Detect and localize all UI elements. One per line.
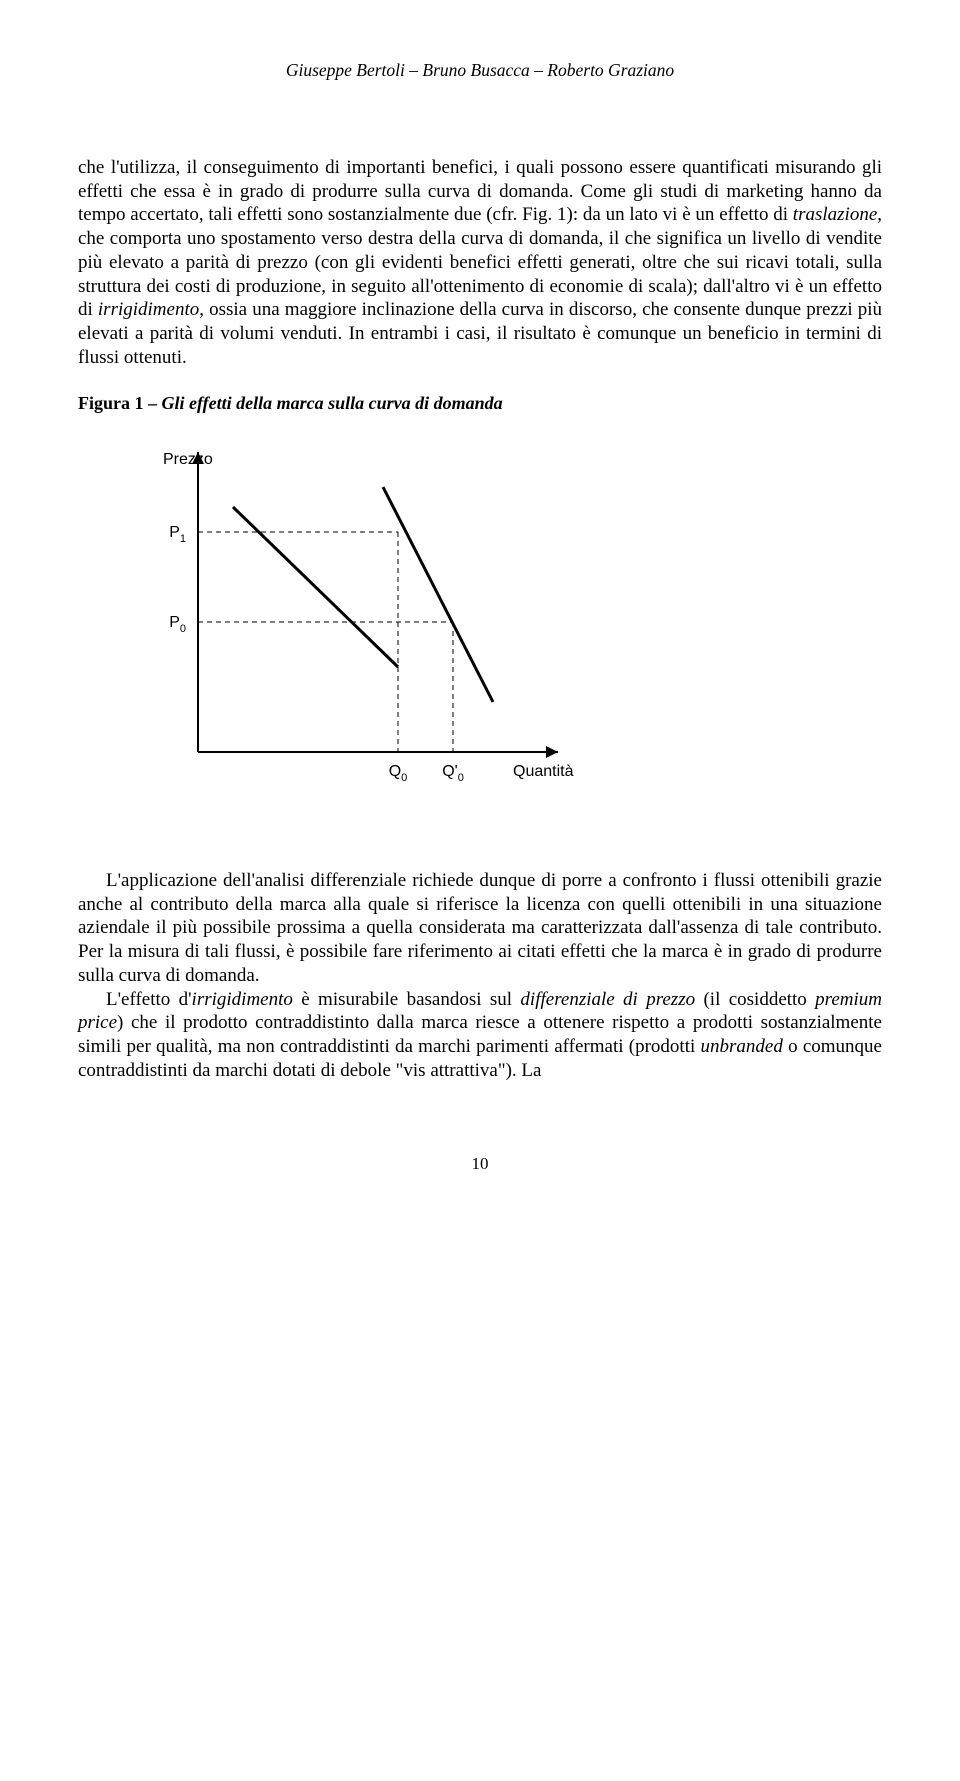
paragraph-3: L'effetto d'irrigidimento è misurabile b…: [78, 988, 882, 1083]
p3-italic-differenziale: differenziale di prezzo: [520, 989, 695, 1010]
svg-text:Q0: Q0: [389, 763, 408, 784]
p3-text-c: è misurabile basandosi sul: [293, 989, 521, 1010]
p3-italic-irrigidimento: irrigidimento: [192, 989, 293, 1010]
p1-text-a: che l'utilizza, il conseguimento di impo…: [78, 157, 882, 226]
paragraph-1: che l'utilizza, il conseguimento di impo…: [78, 156, 882, 370]
svg-text:P0: P0: [169, 614, 186, 635]
p3-italic-unbranded: unbranded: [701, 1036, 783, 1057]
p1-italic-traslazione: traslazione: [793, 204, 877, 225]
figure-caption-lead: Figura 1 –: [78, 393, 162, 413]
figure-caption: Figura 1 – Gli effetti della marca sulla…: [78, 392, 882, 415]
svg-text:Quantità: Quantità: [513, 763, 574, 780]
figure-caption-title: Gli effetti della marca sulla curva di d…: [162, 393, 503, 413]
p3-text-a: L'effetto d': [106, 989, 192, 1010]
demand-curve-svg: Prezzo P1 P0 Q0 Q'0 Quantità: [118, 432, 598, 812]
p2-text: L'applicazione dell'analisi differenzial…: [78, 870, 882, 986]
header-authors: Giuseppe Bertoli – Bruno Busacca – Rober…: [78, 60, 882, 82]
svg-text:Prezzo: Prezzo: [163, 451, 213, 468]
p1-italic-irrigidimento: irrigidimento: [98, 299, 199, 320]
p1-text-e: , ossia una maggiore inclinazione della …: [78, 299, 882, 368]
demand-curve-chart: Prezzo P1 P0 Q0 Q'0 Quantità: [118, 432, 882, 819]
p3-text-e: (il cosiddetto: [695, 989, 815, 1010]
page-number: 10: [78, 1153, 882, 1174]
svg-text:P1: P1: [169, 524, 186, 545]
svg-text:Q'0: Q'0: [442, 763, 464, 784]
paragraph-2: L'applicazione dell'analisi differenzial…: [78, 869, 882, 988]
